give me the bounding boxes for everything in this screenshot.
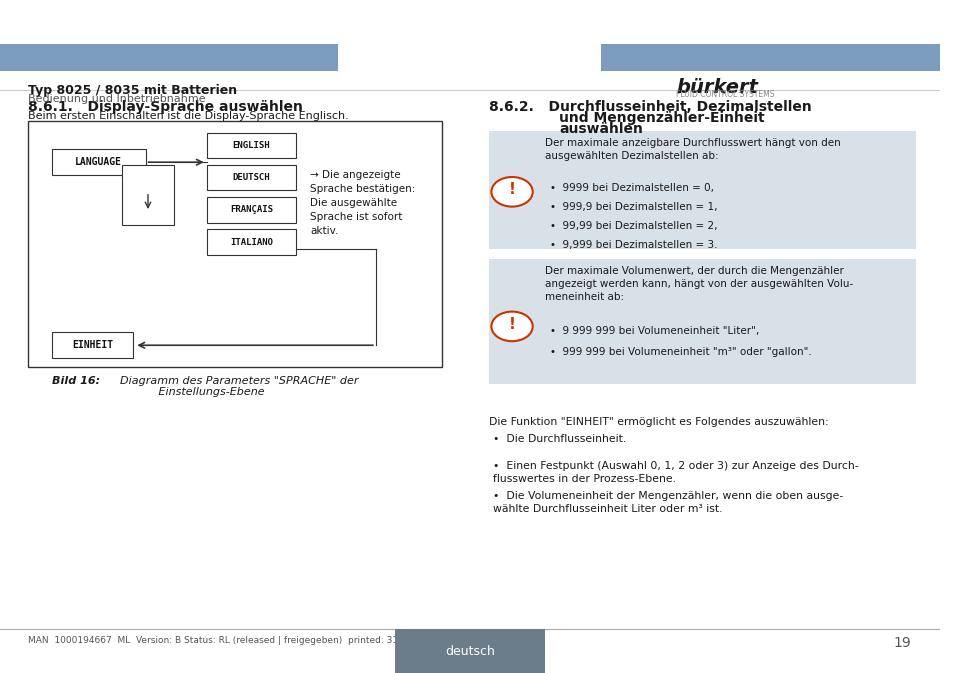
- Bar: [207, 133, 295, 158]
- Text: DEUTSCH: DEUTSCH: [233, 173, 270, 182]
- Bar: [29, 121, 441, 367]
- Text: 8.6.2.   Durchflusseinheit, Dezimalstellen: 8.6.2. Durchflusseinheit, Dezimalstellen: [488, 100, 810, 114]
- Text: •  9,999 bei Dezimalstellen = 3.: • 9,999 bei Dezimalstellen = 3.: [549, 240, 717, 250]
- Text: ITALIANO: ITALIANO: [230, 238, 273, 247]
- Text: Der maximale anzeigbare Durchflusswert hängt von den
ausgewählten Dezimalstellen: Der maximale anzeigbare Durchflusswert h…: [544, 138, 840, 161]
- Text: Der maximale Volumenwert, der durch die Mengenzähler
angezeigt werden kann, häng: Der maximale Volumenwert, der durch die …: [544, 266, 852, 302]
- Text: deutsch: deutsch: [444, 645, 495, 658]
- Bar: [395, 629, 544, 673]
- Text: bürkert: bürkert: [676, 78, 758, 97]
- Text: !: !: [508, 182, 515, 197]
- Text: •  9 999 999 bei Volumeneinheit "Liter",: • 9 999 999 bei Volumeneinheit "Liter",: [549, 326, 758, 336]
- Text: EINHEIT: EINHEIT: [71, 341, 113, 350]
- Text: Bild 16:: Bild 16:: [51, 376, 100, 386]
- Bar: [51, 149, 146, 175]
- Text: → Die angezeigte
Sprache bestätigen:
Die ausgewählte
Sprache ist sofort
aktiv.: → Die angezeigte Sprache bestätigen: Die…: [310, 170, 415, 236]
- Text: auswählen: auswählen: [558, 122, 642, 137]
- Text: Die Funktion "EINHEIT" ermöglicht es Folgendes auszuwählen:: Die Funktion "EINHEIT" ermöglicht es Fol…: [488, 417, 827, 427]
- Bar: [0, 44, 338, 71]
- Bar: [207, 229, 295, 255]
- Text: Einstellungs-Ebene: Einstellungs-Ebene: [112, 387, 264, 397]
- Text: Bedienung und Inbetriebnahme: Bedienung und Inbetriebnahme: [29, 94, 206, 104]
- Text: •  99,99 bei Dezimalstellen = 2,: • 99,99 bei Dezimalstellen = 2,: [549, 221, 717, 231]
- Text: MAN  1000194667  ML  Version: B Status: RL (released | freigegeben)  printed: 31: MAN 1000194667 ML Version: B Status: RL …: [29, 636, 437, 645]
- Bar: [600, 44, 939, 71]
- Text: LANGUAGE: LANGUAGE: [75, 157, 122, 167]
- Text: 19: 19: [893, 636, 910, 650]
- Bar: [122, 165, 173, 225]
- Bar: [207, 165, 295, 190]
- Text: !: !: [508, 317, 515, 332]
- Circle shape: [491, 312, 532, 341]
- Text: FRANÇAIS: FRANÇAIS: [230, 205, 273, 215]
- Text: •  999,9 bei Dezimalstellen = 1,: • 999,9 bei Dezimalstellen = 1,: [549, 202, 717, 212]
- Text: FLUID CONTROL SYSTEMS: FLUID CONTROL SYSTEMS: [676, 90, 774, 99]
- Bar: [488, 259, 915, 384]
- Circle shape: [491, 177, 532, 207]
- Text: Typ 8025 / 8035 mit Batterien: Typ 8025 / 8035 mit Batterien: [29, 84, 237, 97]
- Text: Beim ersten Einschalten ist die Display-Sprache Englisch.: Beim ersten Einschalten ist die Display-…: [29, 111, 349, 121]
- Bar: [488, 131, 915, 249]
- Text: •  Die Volumeneinheit der Mengenzähler, wenn die oben ausge-
wählte Durchflussei: • Die Volumeneinheit der Mengenzähler, w…: [493, 491, 842, 514]
- Text: •  Die Durchflusseinheit.: • Die Durchflusseinheit.: [493, 434, 626, 444]
- Text: ENGLISH: ENGLISH: [233, 141, 270, 150]
- Text: und Mengenzähler-Einheit: und Mengenzähler-Einheit: [558, 111, 764, 125]
- Text: •  999 999 bei Volumeneinheit "m³" oder "gallon".: • 999 999 bei Volumeneinheit "m³" oder "…: [549, 347, 811, 357]
- Text: •  9999 bei Dezimalstellen = 0,: • 9999 bei Dezimalstellen = 0,: [549, 183, 713, 193]
- Text: •  Einen Festpunkt (Auswahl 0, 1, 2 oder 3) zur Anzeige des Durch-
flusswertes i: • Einen Festpunkt (Auswahl 0, 1, 2 oder …: [493, 461, 858, 484]
- Text: 8.6.1.   Display-Sprache auswählen: 8.6.1. Display-Sprache auswählen: [29, 100, 303, 114]
- Bar: [207, 197, 295, 223]
- Text: Diagramm des Parameters "SPRACHE" der: Diagramm des Parameters "SPRACHE" der: [112, 376, 358, 386]
- Bar: [51, 332, 133, 358]
